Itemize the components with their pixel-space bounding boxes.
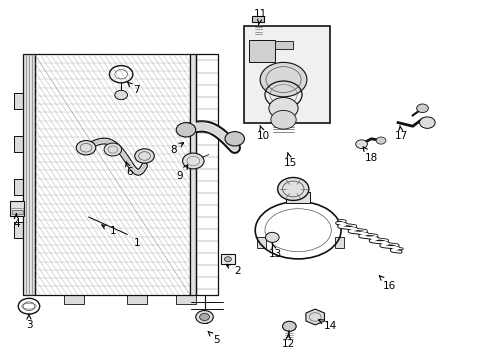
Bar xyxy=(274,41,293,49)
Bar xyxy=(14,179,22,195)
Text: 2: 2 xyxy=(225,265,240,276)
Bar xyxy=(189,54,195,295)
Bar xyxy=(176,295,195,304)
Bar xyxy=(64,295,83,304)
Bar xyxy=(14,93,22,109)
Bar xyxy=(22,54,35,295)
Text: 17: 17 xyxy=(394,126,407,141)
Circle shape xyxy=(199,314,209,320)
Text: 11: 11 xyxy=(253,9,266,24)
Bar xyxy=(221,254,234,264)
Circle shape xyxy=(135,149,154,163)
Text: 1: 1 xyxy=(102,225,116,236)
Text: 4: 4 xyxy=(13,213,20,229)
Text: 7: 7 xyxy=(127,82,139,95)
Circle shape xyxy=(104,143,122,156)
Text: 12: 12 xyxy=(281,334,294,349)
Circle shape xyxy=(260,62,306,97)
Text: 18: 18 xyxy=(363,147,377,163)
Text: 10: 10 xyxy=(257,125,270,141)
Circle shape xyxy=(270,111,296,129)
Circle shape xyxy=(282,321,296,331)
Bar xyxy=(256,237,266,248)
Bar xyxy=(127,295,147,304)
Text: 13: 13 xyxy=(268,244,282,259)
Text: 15: 15 xyxy=(284,152,297,168)
Text: 9: 9 xyxy=(177,165,187,181)
Circle shape xyxy=(182,153,203,169)
Bar xyxy=(14,222,22,238)
Text: 1: 1 xyxy=(134,238,140,248)
Circle shape xyxy=(277,177,308,201)
Circle shape xyxy=(76,140,96,155)
Bar xyxy=(285,192,310,203)
Ellipse shape xyxy=(255,33,282,48)
Circle shape xyxy=(176,123,195,137)
Circle shape xyxy=(224,257,231,262)
Text: 8: 8 xyxy=(169,143,183,154)
Bar xyxy=(249,40,274,62)
Text: 6: 6 xyxy=(125,161,133,177)
Text: 3: 3 xyxy=(25,314,32,329)
Circle shape xyxy=(375,137,385,144)
Circle shape xyxy=(268,98,298,119)
Polygon shape xyxy=(305,309,324,325)
Bar xyxy=(334,237,344,248)
Circle shape xyxy=(224,132,244,146)
Bar xyxy=(244,26,329,123)
Text: 16: 16 xyxy=(379,276,396,291)
Bar xyxy=(252,17,264,22)
Bar xyxy=(195,54,217,295)
Circle shape xyxy=(355,140,366,148)
Text: 5: 5 xyxy=(208,332,220,345)
Bar xyxy=(12,210,22,215)
Circle shape xyxy=(416,104,427,113)
Bar xyxy=(14,136,22,152)
Text: 14: 14 xyxy=(318,320,337,330)
Circle shape xyxy=(195,311,213,323)
Circle shape xyxy=(419,117,434,129)
Circle shape xyxy=(265,232,279,242)
Bar xyxy=(10,201,24,216)
Circle shape xyxy=(115,90,127,100)
